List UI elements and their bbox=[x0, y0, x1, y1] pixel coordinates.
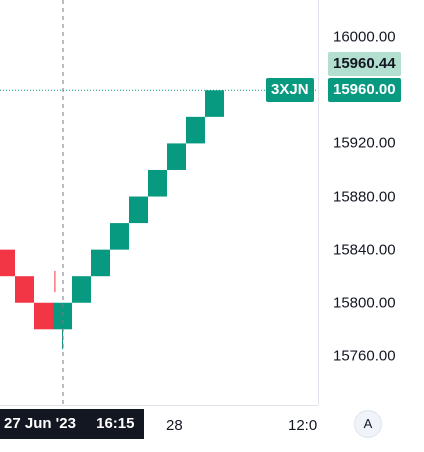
last-price: 15960.00 bbox=[333, 81, 396, 99]
hover-price-badge: 15960.44 bbox=[328, 51, 401, 76]
price-tick-label: 16000.00 bbox=[333, 28, 396, 46]
time-axis[interactable]: 28 12:0 bbox=[0, 405, 318, 452]
price-tick-label: 15840.00 bbox=[333, 241, 396, 259]
plot-canvas[interactable] bbox=[0, 0, 318, 405]
price-tick-label: 15920.00 bbox=[333, 134, 396, 152]
time-label-12: 12:0 bbox=[288, 417, 318, 434]
auto-scale-button[interactable]: A bbox=[354, 410, 382, 438]
price-axis[interactable]: 16000.00 15960.00 15920.00 15880.00 15840.00… bbox=[318, 0, 424, 405]
renko-brick[interactable] bbox=[129, 196, 148, 224]
hover-price: 15960.44 bbox=[333, 54, 396, 72]
price-tick-label: 15800.00 bbox=[333, 294, 396, 312]
renko-brick[interactable] bbox=[148, 169, 167, 197]
renko-brick[interactable] bbox=[53, 302, 72, 330]
renko-brick[interactable] bbox=[15, 276, 34, 303]
renko-brick[interactable] bbox=[167, 143, 186, 170]
renko-brick[interactable] bbox=[0, 249, 15, 277]
renko-brick[interactable] bbox=[186, 116, 205, 144]
plot-area[interactable] bbox=[0, 0, 318, 405]
renko-brick[interactable] bbox=[91, 249, 110, 277]
symbol-label: 3XJN bbox=[271, 81, 309, 99]
renko-brick[interactable] bbox=[34, 302, 53, 330]
price-tick-label: 15760.00 bbox=[333, 347, 396, 365]
price-tick-label: 15880.00 bbox=[333, 188, 396, 206]
crosshair-date: 27 Jun '23 bbox=[4, 415, 76, 432]
crosshair-time: 16:15 bbox=[96, 415, 135, 432]
renko-brick[interactable] bbox=[110, 223, 129, 250]
crosshair-time-badge: 27 Jun '23 16:15 bbox=[0, 409, 144, 439]
time-label-28: 28 bbox=[166, 417, 183, 434]
renko-brick[interactable] bbox=[72, 276, 91, 303]
renko-brick[interactable] bbox=[205, 90, 224, 117]
symbol-badge: 3XJN bbox=[266, 78, 314, 103]
last-price-badge: 15960.00 bbox=[328, 78, 401, 103]
